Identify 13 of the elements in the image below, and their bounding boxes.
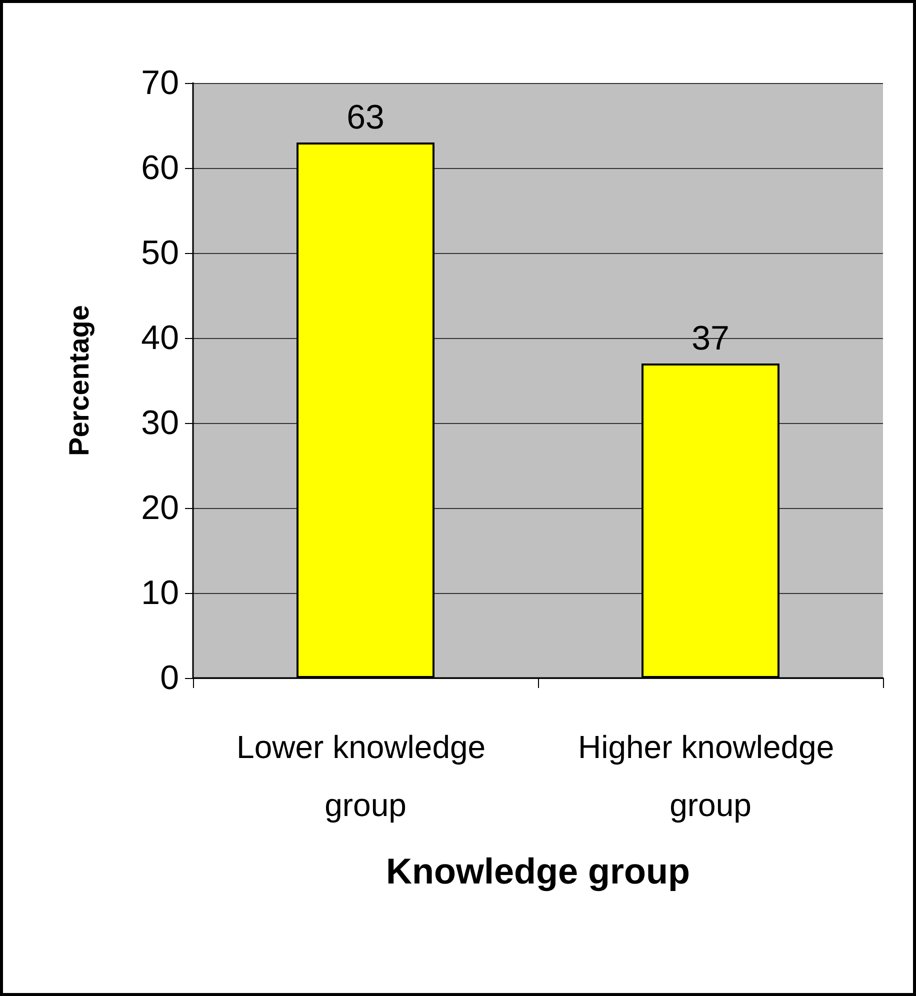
y-tick-label: 60 xyxy=(141,149,179,187)
y-tick-label: 10 xyxy=(141,574,179,612)
y-axis-title: Percentage xyxy=(64,305,94,456)
y-tick-label: 0 xyxy=(160,659,179,697)
y-tick-label: 40 xyxy=(141,319,179,357)
x-tick-label: Lower knowledge group xyxy=(236,729,494,823)
x-axis-title: Knowledge group xyxy=(386,850,690,892)
y-tick-label: 30 xyxy=(141,404,179,442)
x-tick-label: Higher knowledge group xyxy=(578,729,844,823)
y-tick-label: 20 xyxy=(141,489,179,527)
y-tick-label: 70 xyxy=(141,64,179,102)
y-tick-label: 50 xyxy=(141,234,179,272)
data-label: 63 xyxy=(346,98,384,136)
